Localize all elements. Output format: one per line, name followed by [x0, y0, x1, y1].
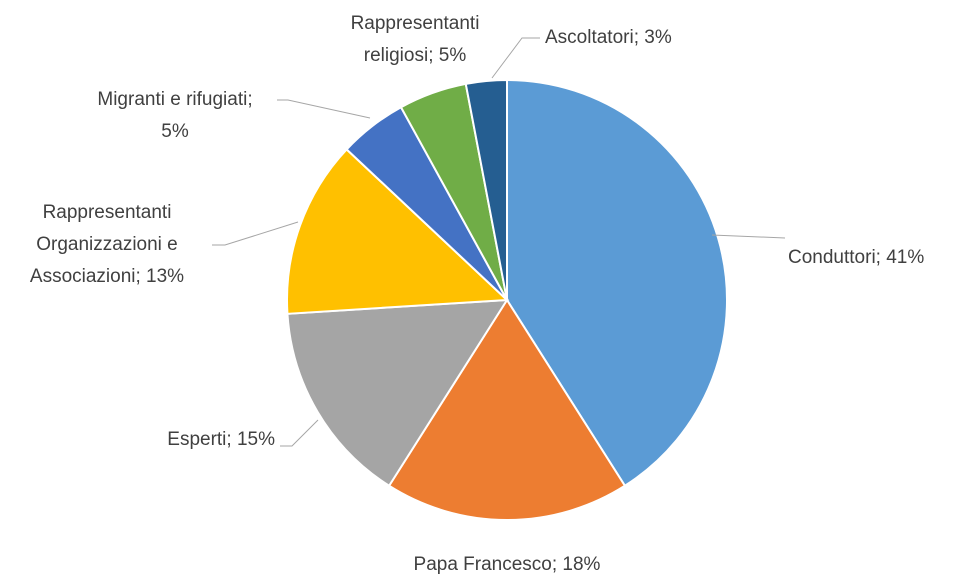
leader-line	[212, 221, 299, 246]
data-label: Esperti; 15%	[167, 429, 275, 450]
data-label: Rappresentanti Organizzazioni e Associazio…	[30, 202, 184, 287]
label-line: 5%	[161, 121, 189, 142]
leader-line	[491, 37, 540, 79]
label-line: Ascoltatori; 3%	[545, 27, 672, 48]
label-line: Rappresentanti	[43, 202, 172, 223]
data-label: Papa Francesco; 18%	[414, 554, 601, 575]
data-label: Migranti e rifugiati; 5%	[97, 89, 252, 142]
label-line: religiosi; 5%	[364, 45, 467, 66]
leader-line	[280, 419, 319, 447]
pie-slice	[286, 298, 509, 488]
pie-slice	[506, 78, 728, 488]
label-line: Conduttori; 41%	[788, 247, 924, 268]
label-line: Organizzazioni e	[36, 234, 178, 255]
leader-line	[711, 234, 786, 239]
pie-slice	[387, 298, 627, 521]
data-label: Conduttori; 41%	[788, 247, 924, 268]
label-line: Migranti e rifugiati;	[97, 89, 252, 110]
leader-line	[277, 99, 371, 119]
data-label: Rappresentanti religiosi; 5%	[351, 13, 480, 66]
label-line: Esperti; 15%	[167, 429, 275, 450]
pie-slice	[464, 78, 508, 301]
pie-slice	[286, 147, 510, 315]
label-line: Papa Francesco; 18%	[414, 554, 601, 575]
data-label: Ascoltatori; 3%	[545, 27, 672, 48]
label-line: Associazioni; 13%	[30, 266, 184, 287]
label-line: Rappresentanti	[351, 13, 480, 34]
